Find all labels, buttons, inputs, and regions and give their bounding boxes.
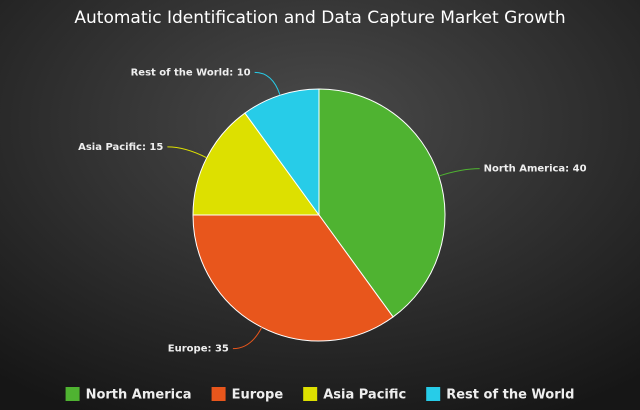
data-label: Asia Pacific: 15	[78, 142, 163, 153]
legend-swatch	[211, 387, 226, 401]
legend-label: Europe	[232, 388, 284, 403]
pie-slice	[192, 112, 320, 216]
leader-line	[254, 71, 281, 96]
leader-line	[232, 327, 263, 350]
leader-line	[438, 168, 480, 177]
leader-line	[167, 146, 207, 159]
pie-slice	[192, 214, 394, 342]
legend-label: Rest of the World	[446, 388, 574, 403]
legend-label: Asia Pacific	[323, 388, 406, 403]
legend-swatch	[426, 387, 441, 401]
data-label: Rest of the World: 10	[131, 67, 251, 78]
chart-title: Automatic Identification and Data Captur…	[74, 8, 565, 28]
data-label: North America: 40	[484, 164, 587, 175]
data-label: Europe: 35	[168, 344, 229, 355]
legend-swatch	[65, 387, 80, 401]
legend-label: North America	[86, 388, 192, 403]
legend-swatch	[303, 387, 318, 401]
pie-slice	[318, 88, 446, 318]
pie-slice	[244, 88, 320, 217]
